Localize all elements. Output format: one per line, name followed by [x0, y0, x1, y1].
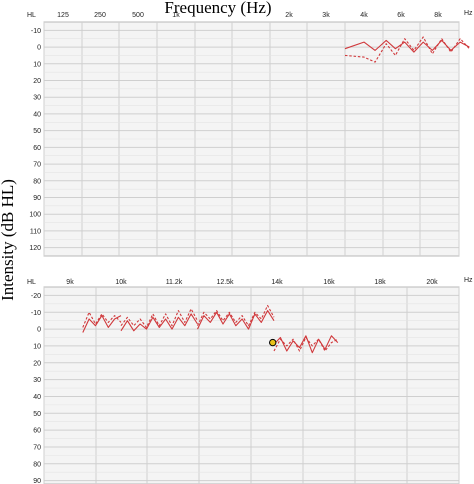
x-tick-label: 2k [285, 12, 293, 19]
x-tick-label: 1k [172, 12, 180, 19]
y-tick-label: 90 [33, 195, 41, 202]
figure-ylabel: Intensity (dB HL) [0, 179, 17, 301]
y-tick-label: 30 [33, 377, 41, 384]
y-tick-label: 60 [33, 145, 41, 152]
dashed-series-line [82, 311, 122, 328]
y-tick-label: 20 [33, 360, 41, 367]
x-tick-label: 14k [271, 279, 283, 286]
audiogram-panel-standard: -10 0 10 20 30 40 50 60 70 80 90 100 110 120 125 250 500… [27, 10, 473, 257]
y-tick-label: -10 [31, 28, 41, 35]
solid-series-line [344, 39, 470, 53]
y-tick-label: 40 [33, 111, 41, 118]
y-tick-label: 120 [29, 245, 41, 252]
solid-series-line [120, 313, 198, 332]
audiogram-panel-extended-high-frequency: -20 -10 0 10 20 30 40 50 60 70 80 90 9k 10k 11.2k 12.5k… [27, 277, 473, 484]
figure-title: Frequency (Hz) [164, 0, 271, 17]
y-tick-label: -10 [31, 310, 41, 317]
y-axis-unit-label: HL [27, 12, 36, 19]
x-tick-label: 16k [323, 279, 335, 286]
x-tick-label: 18k [374, 279, 386, 286]
y-tick-label: -20 [31, 293, 41, 300]
x-tick-label: 9k [66, 279, 74, 286]
dashed-series-line [273, 336, 339, 352]
y-tick-label: 10 [33, 343, 41, 350]
data-point-marker [269, 338, 277, 347]
x-tick-label: 500 [132, 12, 144, 19]
y-tick-label: 80 [33, 178, 41, 185]
y-tick-label: 0 [37, 327, 41, 334]
x-tick-label: 4k [360, 12, 368, 19]
x-tick-label: 250 [94, 12, 106, 19]
x-axis-unit-label: Hz [464, 277, 473, 284]
y-tick-label: 50 [33, 128, 41, 135]
solid-series-line [82, 315, 122, 333]
y-tick-label: 110 [30, 228, 41, 235]
y-tick-label: 80 [33, 461, 41, 468]
x-axis-unit-label: Hz [464, 10, 473, 17]
y-tick-label: 0 [37, 45, 41, 52]
x-tick-label: 12.5k [216, 279, 234, 286]
y-tick-label: 10 [33, 61, 41, 68]
y-tick-label: 90 [33, 478, 41, 484]
x-tick-label: 10k [115, 279, 127, 286]
y-tick-label: 100 [29, 212, 41, 219]
x-tick-label: 125 [57, 12, 69, 19]
dashed-series-line [120, 308, 198, 328]
x-tick-label: 11.2k [166, 279, 183, 286]
y-tick-label: 20 [33, 78, 41, 85]
dashed-series-line [197, 304, 275, 327]
x-tick-label: 6k [397, 12, 405, 19]
x-tick-label: 20k [426, 279, 438, 286]
x-tick-label: 8k [434, 12, 442, 19]
y-tick-label: 70 [33, 444, 41, 451]
x-tick-label: 3k [322, 12, 330, 19]
y-axis-unit-label: HL [27, 279, 36, 286]
y-tick-label: 40 [33, 394, 41, 401]
y-tick-label: 60 [33, 428, 41, 435]
solid-series-line [273, 335, 339, 354]
dashed-series-line [344, 36, 470, 63]
y-tick-label: 30 [33, 95, 41, 102]
y-tick-label: 50 [33, 411, 41, 418]
solid-series-line [197, 310, 275, 330]
y-tick-label: 70 [33, 162, 41, 169]
